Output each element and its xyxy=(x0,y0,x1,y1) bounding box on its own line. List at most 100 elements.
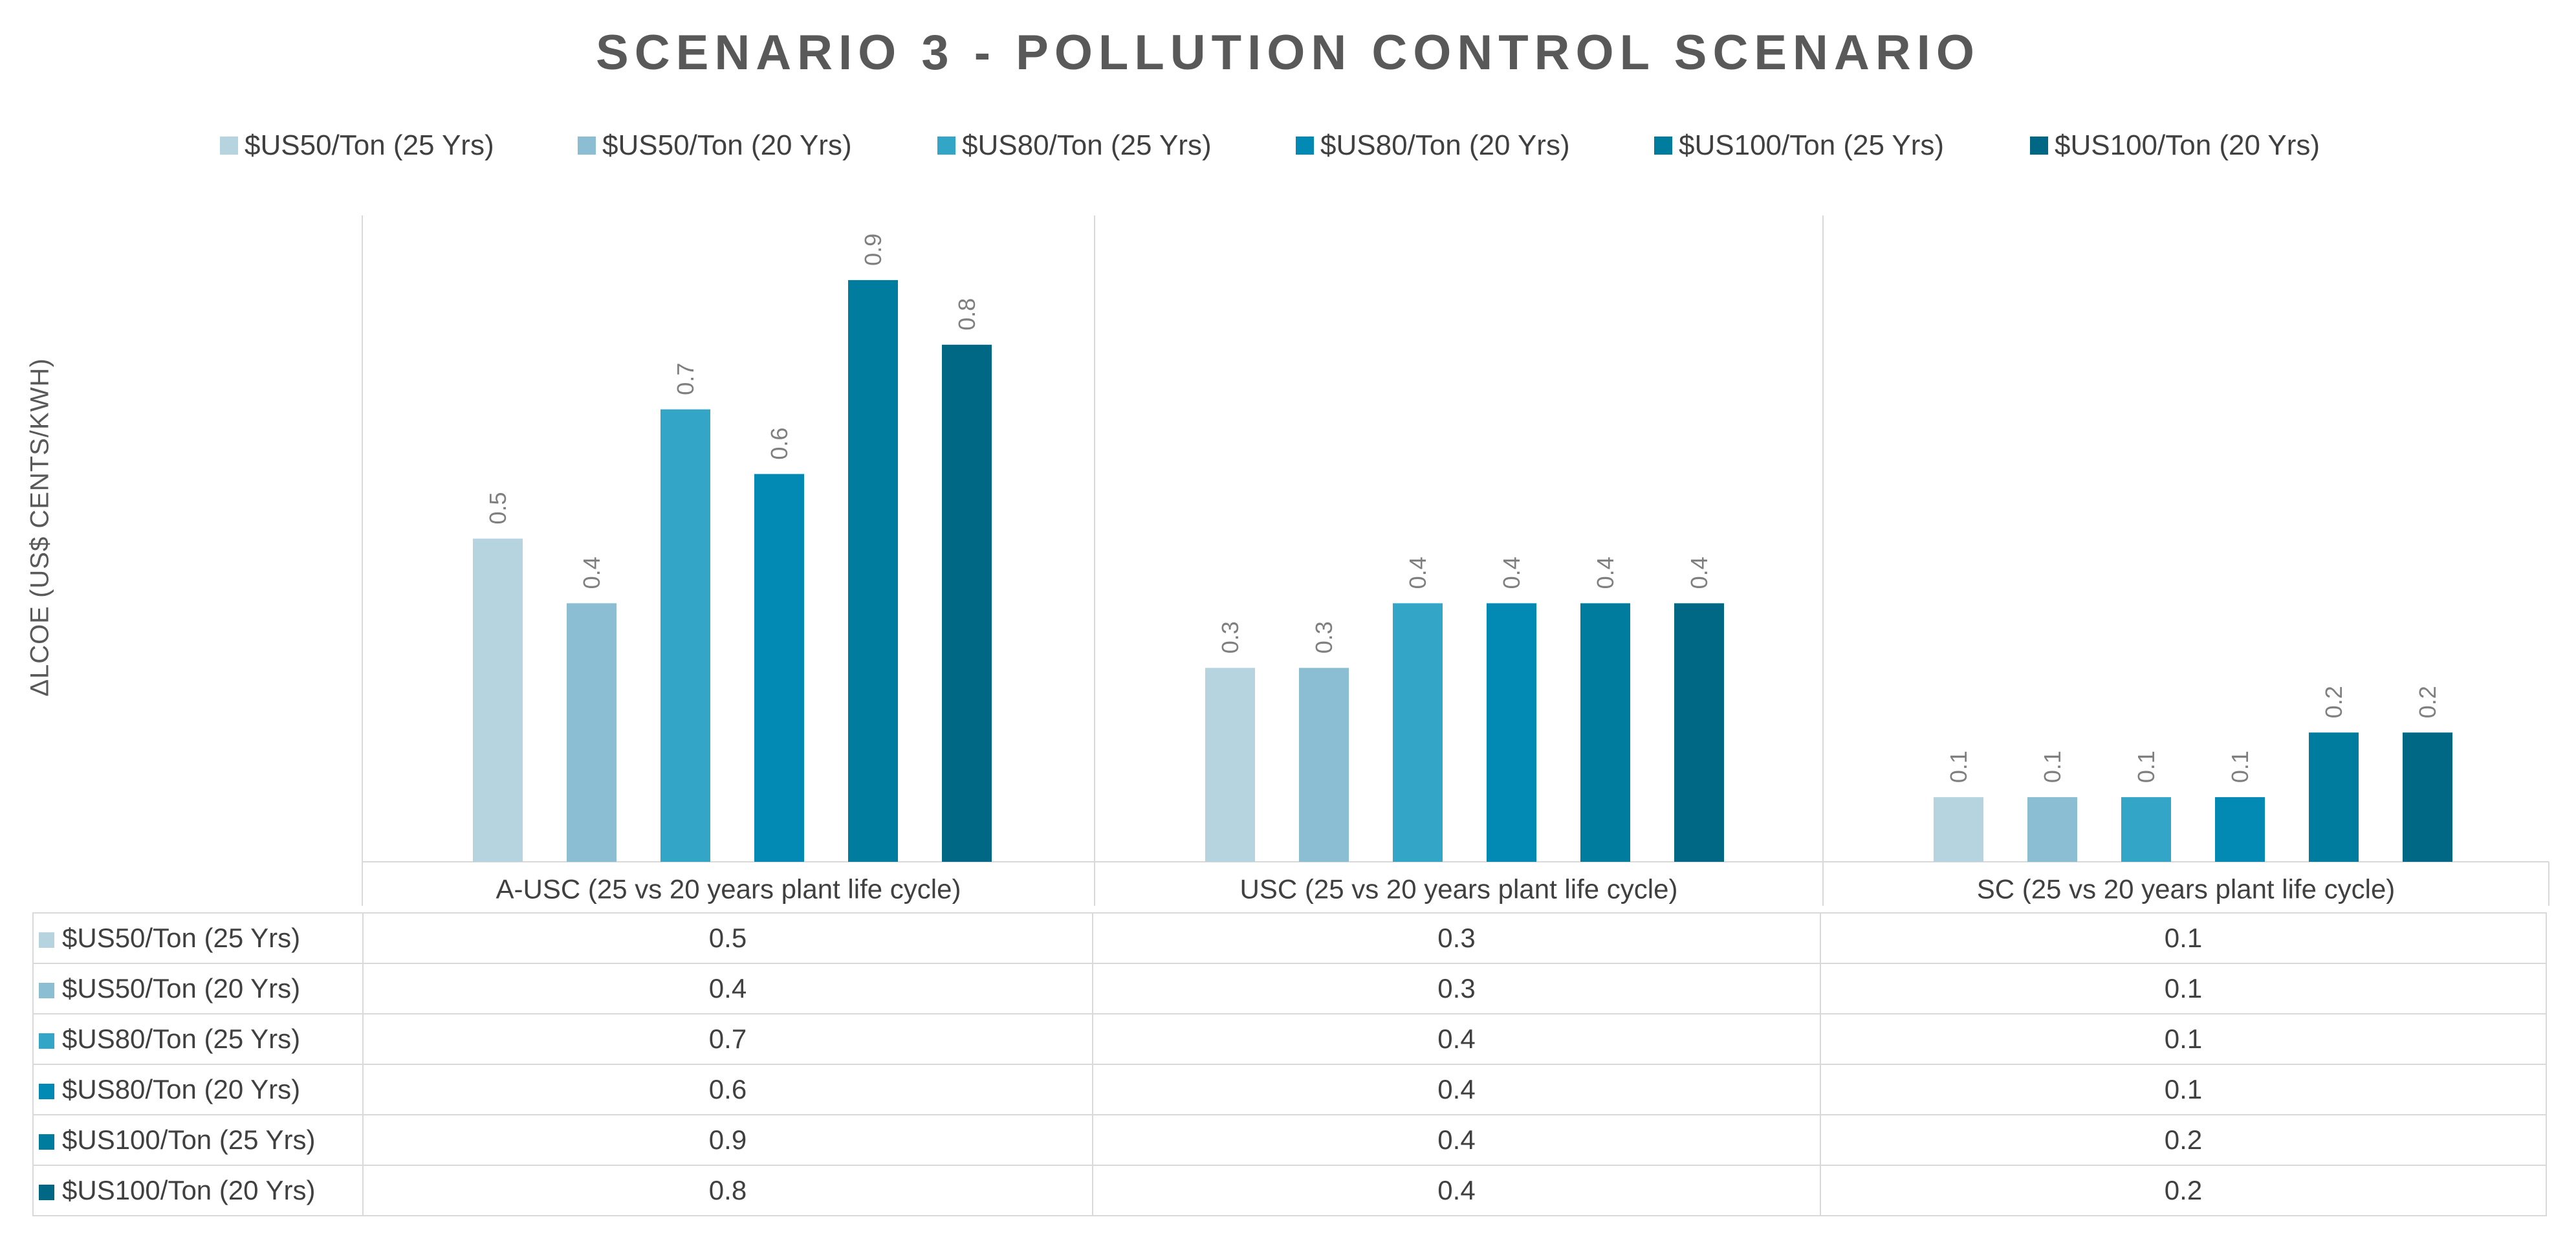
legend-key-icon xyxy=(39,1134,54,1150)
table-cell: 0.4 xyxy=(1092,1114,1821,1166)
table-row: $US50/Ton (20 Yrs) 0.4 0.3 0.1 xyxy=(32,963,2547,1014)
legend-label: $US100/Ton (25 Yrs) xyxy=(1679,129,1945,161)
bar xyxy=(1393,603,1443,862)
bar xyxy=(1487,603,1536,862)
legend: $US50/Ton (25 Yrs) $US50/Ton (20 Yrs) $US8… xyxy=(0,123,2576,168)
legend-label: $US80/Ton (25 Yrs) xyxy=(962,129,1212,161)
table-cell: 0.6 xyxy=(362,1064,1093,1115)
table-cell: 0.9 xyxy=(362,1114,1093,1166)
data-label: 0.1 xyxy=(1945,751,1972,783)
bar xyxy=(2309,732,2359,862)
table-row-header: $US50/Ton (25 Yrs) xyxy=(32,912,364,964)
bar xyxy=(660,409,710,862)
legend-item: $US50/Ton (20 Yrs) xyxy=(578,123,852,168)
table-cell: 0.5 xyxy=(362,912,1093,964)
bar xyxy=(1674,603,1724,862)
data-label: 0.3 xyxy=(1311,621,1337,653)
legend-swatch xyxy=(1654,137,1672,155)
data-label: 0.2 xyxy=(2320,686,2347,718)
legend-swatch xyxy=(2030,137,2048,155)
table-row-header: $US80/Ton (25 Yrs) xyxy=(32,1013,364,1065)
bar xyxy=(1299,668,1349,862)
legend-key-icon xyxy=(39,1184,54,1200)
table-cell: 0.3 xyxy=(1092,912,1821,964)
legend-item: $US80/Ton (20 Yrs) xyxy=(1296,123,1570,168)
legend-swatch xyxy=(220,137,238,155)
data-table: $US50/Ton (25 Yrs) 0.5 0.3 0.1 $US50/Ton (20… xyxy=(32,912,2547,1216)
legend-key-icon xyxy=(39,932,54,948)
legend-item: $US100/Ton (20 Yrs) xyxy=(2030,123,2320,168)
table-cell: 0.4 xyxy=(1092,1013,1821,1065)
bar xyxy=(473,538,523,862)
table-row-header: $US100/Ton (20 Yrs) xyxy=(32,1165,364,1216)
legend-key-icon xyxy=(39,1033,54,1049)
table-cell: 0.1 xyxy=(1820,1013,2547,1065)
table-cell: 0.1 xyxy=(1820,912,2547,964)
data-label: 0.7 xyxy=(672,363,699,395)
data-label: 0.8 xyxy=(954,298,980,331)
series-name: $US50/Ton (20 Yrs) xyxy=(62,973,301,1003)
legend-key-icon xyxy=(39,982,54,998)
table-cell: 0.1 xyxy=(1820,963,2547,1014)
table-cell: 0.1 xyxy=(1820,1064,2547,1115)
legend-item: $US80/Ton (25 Yrs) xyxy=(937,123,1212,168)
bar xyxy=(848,280,898,862)
table-cell: 0.2 xyxy=(1820,1114,2547,1166)
bar xyxy=(754,474,804,862)
data-label: 0.4 xyxy=(1686,556,1712,589)
legend-swatch xyxy=(1296,137,1314,155)
series-name: $US80/Ton (25 Yrs) xyxy=(62,1024,301,1054)
bar xyxy=(1205,668,1255,862)
table-row: $US100/Ton (20 Yrs) 0.8 0.4 0.2 xyxy=(32,1165,2547,1216)
bar xyxy=(942,344,992,862)
bar xyxy=(567,603,617,862)
x-tick-label: SC (25 vs 20 years plant life cycle) xyxy=(1977,874,2396,905)
series-name: $US80/Ton (20 Yrs) xyxy=(62,1074,301,1104)
table-row: $US80/Ton (20 Yrs) 0.6 0.4 0.1 xyxy=(32,1064,2547,1115)
data-label: 0.1 xyxy=(2227,751,2253,783)
series-name: $US100/Ton (25 Yrs) xyxy=(62,1124,316,1155)
data-label: 0.4 xyxy=(1404,556,1431,589)
table-cell: 0.3 xyxy=(1092,963,1821,1014)
data-label: 0.6 xyxy=(766,428,792,460)
table-cell: 0.7 xyxy=(362,1013,1093,1065)
data-label: 0.4 xyxy=(578,556,605,589)
table-row: $US100/Ton (25 Yrs) 0.9 0.4 0.2 xyxy=(32,1114,2547,1166)
bar xyxy=(2403,732,2452,862)
table-row-header: $US80/Ton (20 Yrs) xyxy=(32,1064,364,1115)
bar xyxy=(2027,797,2077,862)
table-row-header: $US100/Ton (25 Yrs) xyxy=(32,1114,364,1166)
data-label: 0.9 xyxy=(860,234,886,266)
legend-swatch xyxy=(578,137,596,155)
table-row: $US80/Ton (25 Yrs) 0.7 0.4 0.1 xyxy=(32,1013,2547,1065)
table-cell: 0.4 xyxy=(362,963,1093,1014)
series-name: $US100/Ton (20 Yrs) xyxy=(62,1175,316,1205)
data-label: 0.4 xyxy=(1498,556,1525,589)
data-label: 0.3 xyxy=(1217,621,1243,653)
bar xyxy=(1580,603,1630,862)
data-label: 0.2 xyxy=(2414,686,2441,718)
table-row: $US50/Ton (25 Yrs) 0.5 0.3 0.1 xyxy=(32,912,2547,964)
plot-area: 0.5 0.4 0.7 0.6 0.9 0.8 A-USC (25 vs 20 years … xyxy=(362,215,2549,906)
bar xyxy=(2121,797,2171,862)
x-tick-label: USC (25 vs 20 years plant life cycle) xyxy=(1240,874,1678,905)
data-label: 0.1 xyxy=(2039,751,2066,783)
legend-key-icon xyxy=(39,1083,54,1099)
table-cell: 0.2 xyxy=(1820,1165,2547,1216)
data-label: 0.1 xyxy=(2133,751,2159,783)
table-cell: 0.4 xyxy=(1092,1064,1821,1115)
legend-swatch xyxy=(937,137,955,155)
bar xyxy=(2215,797,2265,862)
legend-item: $US50/Ton (25 Yrs) xyxy=(220,123,494,168)
legend-label: $US50/Ton (20 Yrs) xyxy=(602,129,852,161)
table-cell: 0.8 xyxy=(362,1165,1093,1216)
x-tick-label: A-USC (25 vs 20 years plant life cycle) xyxy=(496,874,961,905)
legend-label: $US100/Ton (20 Yrs) xyxy=(2055,129,2320,161)
legend-label: $US50/Ton (25 Yrs) xyxy=(245,129,494,161)
chart-title: SCENARIO 3 - POLLUTION CONTROL SCENARIO xyxy=(596,25,1980,80)
bar xyxy=(1934,797,1983,862)
series-name: $US50/Ton (25 Yrs) xyxy=(62,923,301,953)
legend-item: $US100/Ton (25 Yrs) xyxy=(1654,123,1944,168)
legend-label: $US80/Ton (20 Yrs) xyxy=(1320,129,1570,161)
table-cell: 0.4 xyxy=(1092,1165,1821,1216)
